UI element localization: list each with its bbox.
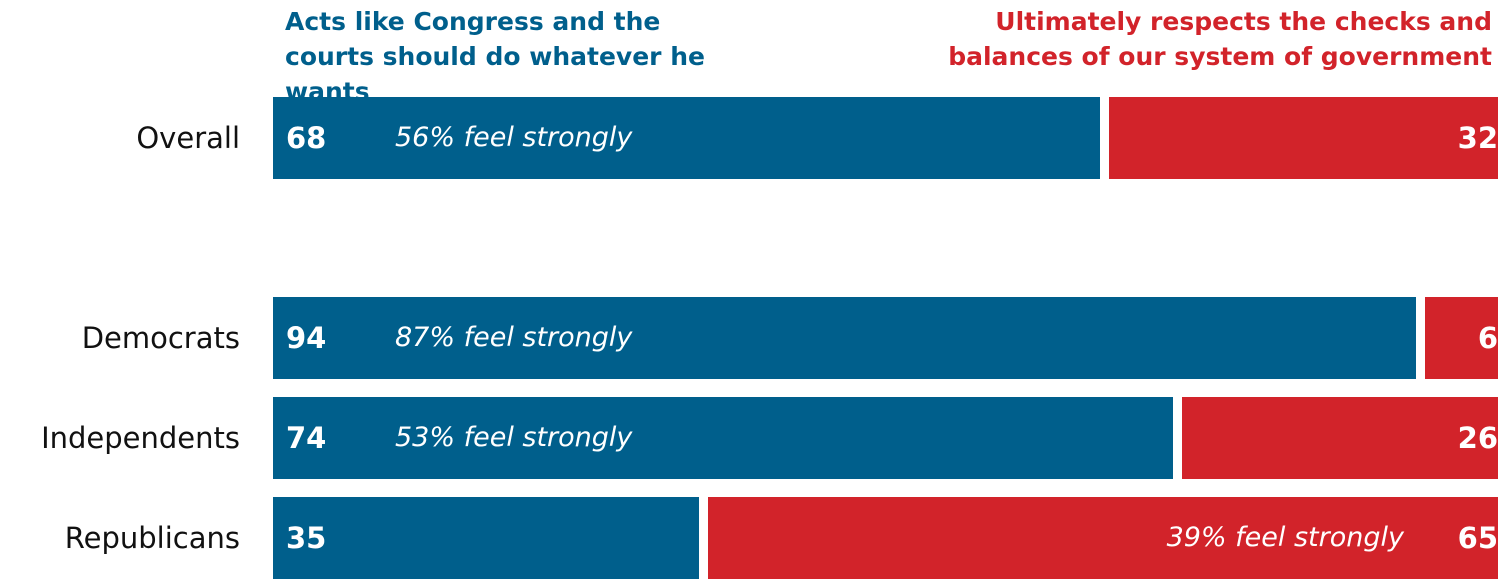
- bar: [1181, 397, 1498, 479]
- value-label: 26: [1457, 421, 1498, 455]
- value-label: 74: [286, 421, 327, 455]
- bar: [1108, 97, 1498, 179]
- value-label: 65: [1457, 521, 1498, 555]
- bar: [273, 97, 1100, 179]
- bar: [1425, 297, 1498, 379]
- bar: [273, 497, 699, 579]
- series-header: Acts like Congress and the courts should…: [285, 7, 705, 106]
- value-label: 6: [1477, 321, 1498, 355]
- bar: [273, 297, 1417, 379]
- category-label: Independents: [41, 421, 240, 455]
- category-label: Overall: [136, 121, 240, 155]
- category-label: Democrats: [81, 321, 240, 355]
- annotation: 56% feel strongly: [395, 122, 633, 153]
- value-label: 68: [286, 121, 327, 155]
- annotation: 53% feel strongly: [395, 422, 633, 453]
- annotation: 87% feel strongly: [395, 322, 633, 353]
- bar: [707, 497, 1498, 579]
- series-header: Ultimately respects the checks and balan…: [948, 7, 1492, 71]
- value-label: 35: [286, 521, 327, 555]
- value-label: 94: [286, 321, 327, 355]
- value-label: 32: [1457, 121, 1498, 155]
- annotation: 39% feel strongly: [1166, 522, 1404, 553]
- category-label: Republicans: [64, 521, 240, 555]
- bar: [273, 397, 1173, 479]
